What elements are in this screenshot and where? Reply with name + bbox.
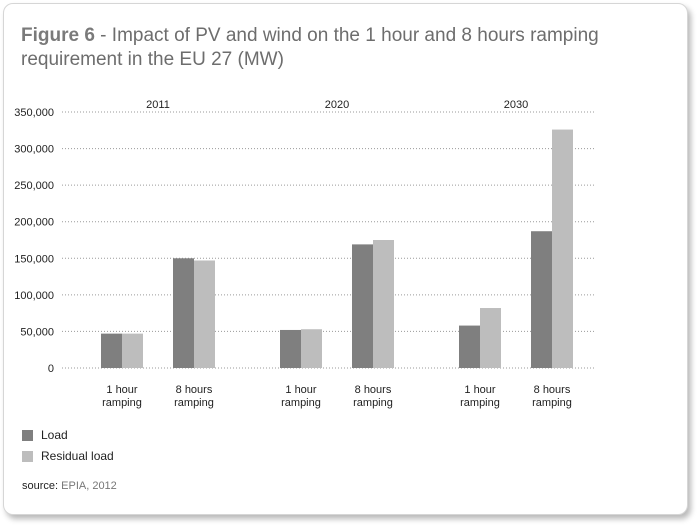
title-text: Impact of PV and wind on the 1 hour and … <box>21 25 599 70</box>
legend-label-residual-load: Residual load <box>41 449 114 463</box>
figure-label: Figure 6 <box>21 25 95 46</box>
source-value: EPIA, 2012 <box>61 480 117 492</box>
bar-residual-load <box>373 240 394 368</box>
bar-load <box>173 258 194 368</box>
gridlines <box>62 111 596 369</box>
bar-load <box>280 329 301 368</box>
year-label: 2030 <box>504 99 528 111</box>
y-tick-label: 300,000 <box>14 144 54 156</box>
bar-residual-load <box>301 329 322 368</box>
bar-residual-load <box>194 260 215 368</box>
x-category-label: ramping <box>532 397 572 409</box>
bars <box>101 129 573 368</box>
x-category-label: ramping <box>174 397 214 409</box>
figure-card <box>3 3 688 515</box>
legend-swatch-residual-load <box>22 451 33 462</box>
bar-load <box>531 231 552 368</box>
y-tick-label: 250,000 <box>14 180 54 192</box>
x-category-label: 1 hour <box>106 384 138 396</box>
bar-residual-load <box>122 333 143 368</box>
y-tick-label: 200,000 <box>14 217 54 229</box>
year-label: 2011 <box>146 99 170 111</box>
y-axis: 0 50,000 100,000 150,000 200,000 250,000 300,0… <box>14 107 54 375</box>
x-category-label: 8 hours <box>355 384 392 396</box>
y-tick-label: 100,000 <box>14 290 54 302</box>
y-tick-label: 0 <box>48 363 54 375</box>
x-category-label: 8 hours <box>534 384 571 396</box>
legend-swatch-load <box>22 430 33 441</box>
year-labels: 2011 2020 2030 <box>146 99 528 111</box>
x-category-label: ramping <box>353 397 393 409</box>
source-prefix: source: <box>22 480 62 492</box>
figure-title: Figure 6 - Impact of PV and wind on the … <box>21 24 661 72</box>
bar-load <box>352 244 373 368</box>
year-label: 2020 <box>325 99 349 111</box>
x-category-label: ramping <box>281 397 321 409</box>
y-tick-label: 50,000 <box>20 326 54 338</box>
x-category-label: ramping <box>460 397 500 409</box>
bar-residual-load <box>480 308 501 368</box>
x-category-label: 8 hours <box>176 384 213 396</box>
y-tick-label: 350,000 <box>14 107 54 119</box>
bar-load <box>459 325 480 368</box>
x-category-label: ramping <box>102 397 142 409</box>
x-category-label: 1 hour <box>285 384 317 396</box>
title-separator: - <box>94 25 112 46</box>
legend-label-load: Load <box>41 428 68 442</box>
x-category-label: 1 hour <box>464 384 496 396</box>
bar-residual-load <box>552 129 573 368</box>
bar-load <box>101 333 122 368</box>
y-tick-label: 150,000 <box>14 253 54 265</box>
source-note: source: EPIA, 2012 <box>22 480 117 492</box>
bar-chart: 0 50,000 100,000 150,000 200,000 250,000 300,0… <box>14 99 596 409</box>
